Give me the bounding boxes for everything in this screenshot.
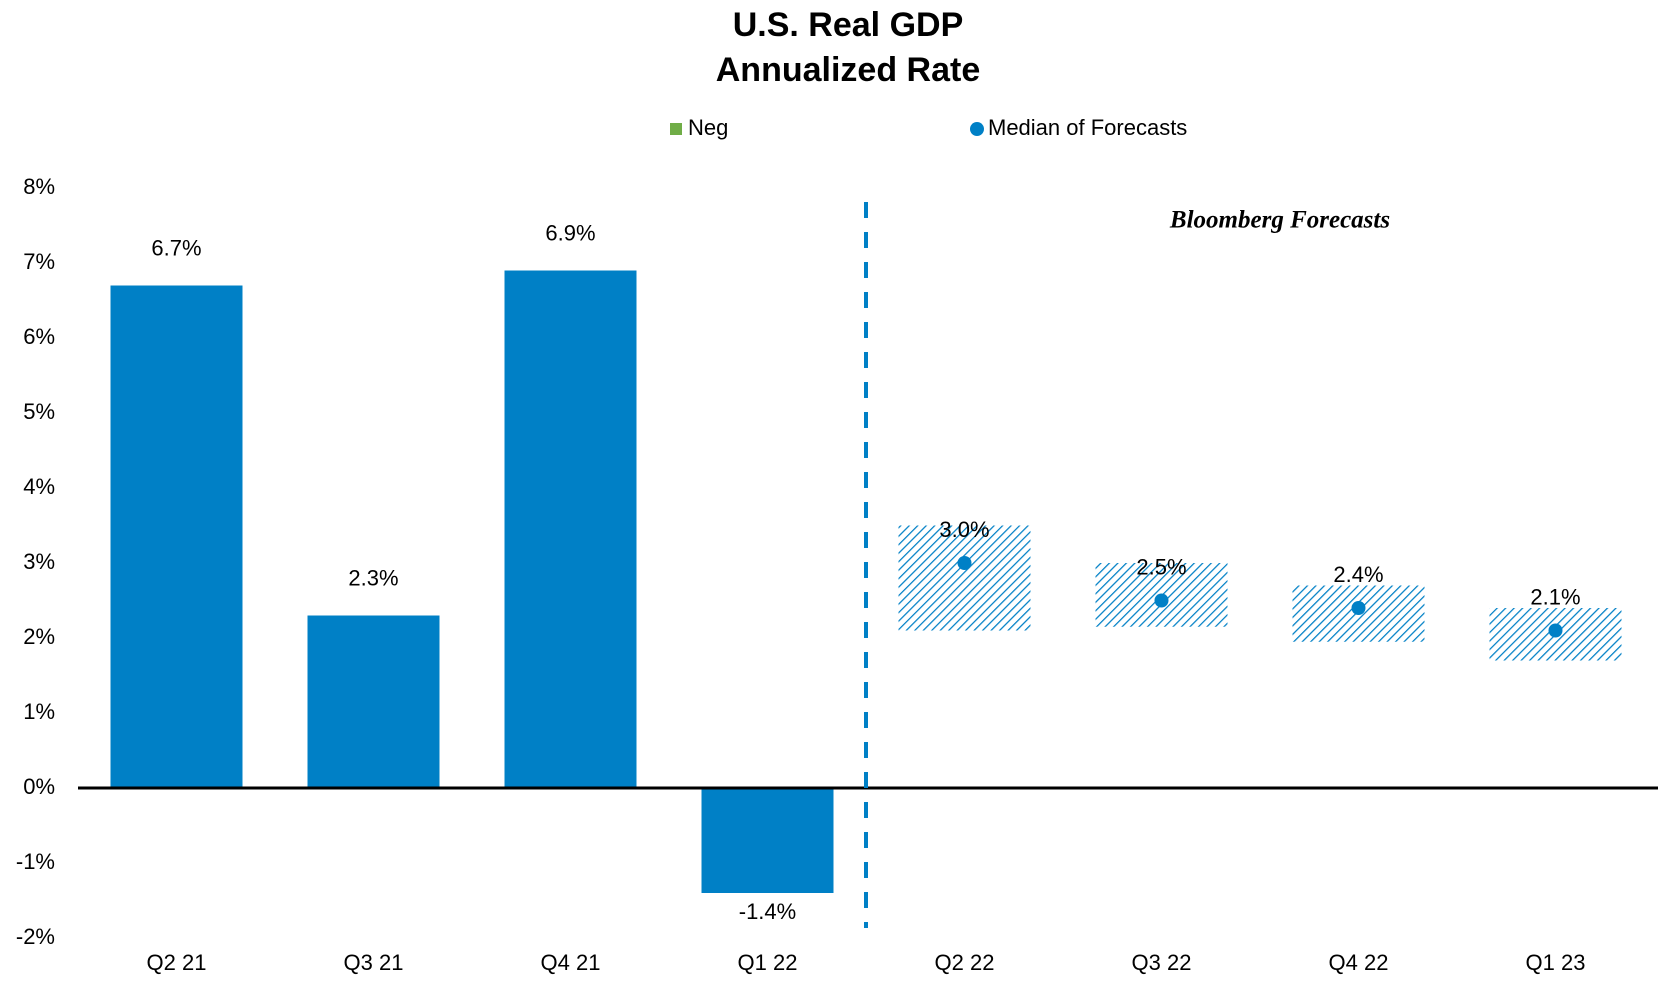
y-tick-label: 2%	[23, 624, 55, 649]
legend-swatch	[970, 122, 984, 136]
x-tick-label: Q3 21	[344, 950, 404, 975]
value-label: -1.4%	[739, 899, 796, 924]
median-dot	[957, 556, 972, 570]
y-tick-label: 8%	[23, 174, 55, 199]
bar	[504, 270, 637, 788]
y-tick-label: 5%	[23, 399, 55, 424]
legend-label: Neg	[688, 115, 728, 140]
x-tick-label: Q4 21	[541, 950, 601, 975]
annotation: Bloomberg Forecasts	[1169, 207, 1390, 234]
y-tick-label: 0%	[23, 774, 55, 799]
y-tick-label: -1%	[16, 849, 55, 874]
bar	[701, 788, 834, 893]
x-tick-label: Q2 21	[147, 950, 207, 975]
value-label: 2.5%	[1136, 554, 1186, 579]
value-label: 2.3%	[348, 565, 398, 590]
value-label: 3.0%	[939, 517, 989, 542]
forecast-range	[898, 525, 1031, 631]
x-tick-label: Q1 22	[738, 950, 798, 975]
value-label: 2.4%	[1333, 562, 1383, 587]
median-dot	[1548, 623, 1563, 638]
y-tick-label: 7%	[23, 249, 55, 274]
value-label: 6.7%	[151, 235, 201, 260]
y-tick-label: 3%	[23, 549, 55, 574]
median-dot	[1154, 593, 1169, 608]
median-dot	[1351, 601, 1366, 615]
legend-label: Median of Forecasts	[988, 115, 1187, 140]
chart-title: U.S. Real GDP	[733, 6, 964, 44]
y-tick-label: 1%	[23, 699, 55, 724]
y-tick-label: 6%	[23, 324, 55, 349]
y-tick-label: -2%	[16, 924, 55, 949]
value-label: 2.1%	[1530, 584, 1580, 609]
legend-swatch	[670, 123, 682, 135]
x-tick-label: Q2 22	[935, 950, 995, 975]
x-tick-label: Q3 22	[1132, 950, 1192, 975]
x-tick-label: Q4 22	[1329, 950, 1389, 975]
bar	[307, 615, 440, 788]
chart-subtitle: Annualized Rate	[716, 51, 980, 89]
bar	[110, 285, 243, 788]
y-tick-label: 4%	[23, 474, 55, 499]
value-label: 6.9%	[545, 220, 595, 245]
x-tick-label: Q1 23	[1526, 950, 1586, 975]
